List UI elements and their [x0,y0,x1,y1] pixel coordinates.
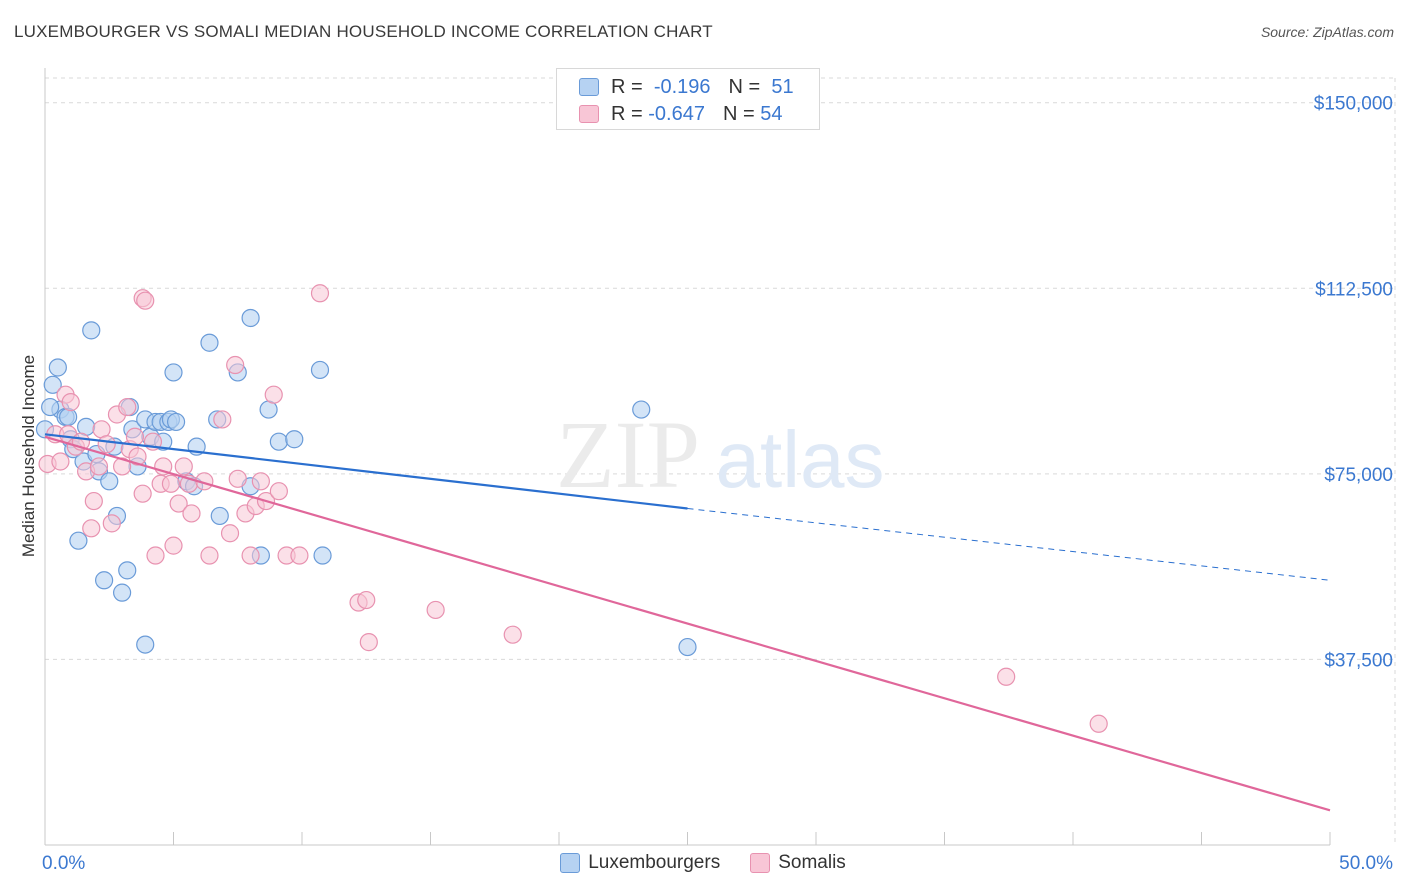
somali-point [359,633,378,652]
luxembourger-point [200,333,219,352]
somali-point [426,600,445,620]
luxembourger-point [269,432,288,451]
somali-point [290,546,309,565]
somali-point [146,546,165,565]
somali-point [182,504,201,523]
luxembourger-point [41,397,60,417]
somali-point [226,355,245,375]
somali-point [118,397,137,417]
pink-swatch [579,105,599,123]
luxembourger-point [48,358,67,377]
somali-point [1089,714,1108,733]
n-label: N = [728,75,761,98]
luxembourger-point [166,412,186,432]
somali-point [136,291,155,310]
y-tick-label: $150,000 [1314,94,1393,115]
somali-point [82,519,101,538]
luxembourgers-trend-line [44,433,688,510]
correlation-legend: R = -0.196 N = 51 R = -0.647 N = 54 [556,68,820,130]
n-label: N = [722,102,755,125]
somali-point [503,625,522,644]
somali-point [169,494,188,513]
somalis-trend-line [44,435,1331,812]
legend-label: Luxembourgers [588,852,721,873]
luxembourger-point [43,375,62,394]
somali-point [51,452,70,471]
r-value: -0.647 [648,102,705,125]
somali-point [133,484,152,503]
n-value: 51 [771,75,794,98]
luxembourger-point [118,561,137,580]
luxembourger-point [69,531,88,550]
series-legend: Luxembourgers Somalis [0,852,1406,874]
blue-swatch [579,78,599,96]
r-label: R = [611,75,643,98]
y-tick-label: $37,500 [1324,650,1393,671]
somali-point [97,435,116,454]
somali-point [125,427,145,446]
somali-point [269,482,288,501]
luxembourger-point [164,363,183,382]
somali-point [128,447,147,466]
somali-point [997,667,1016,686]
legend-item-luxembourgers: Luxembourgers [560,852,720,874]
y-axis-label: Median Household Income [19,355,38,557]
luxembourger-point [100,472,119,491]
luxembourger-point [632,400,651,419]
watermark: ZIP atlas [556,401,884,508]
somali-point [89,457,109,476]
luxembourger-point [310,360,330,380]
watermark-zip: ZIP [556,401,700,508]
x-tick-label: 50.0% [1339,853,1393,874]
somali-point [220,524,240,543]
legend-item-somalis: Somalis [750,852,846,874]
somali-point [310,284,330,303]
somali-point [241,546,260,565]
somali-point [251,472,270,491]
trend-lines [44,433,1331,812]
somali-point [200,546,219,565]
somali-point [164,536,183,555]
somalis-points [38,284,1108,733]
blue-swatch [560,853,581,873]
chart-title: LUXEMBOURGER VS SOMALI MEDIAN HOUSEHOLD … [14,22,713,41]
luxembourger-point [241,308,260,328]
somali-point [161,474,181,493]
x-tick-label: 0.0% [42,853,85,874]
pink-swatch [750,853,771,873]
somali-point [112,457,132,476]
y-tick-label: $112,500 [1315,279,1393,300]
somali-point [213,410,232,429]
somali-point [102,514,121,533]
legend-label: Somalis [778,852,846,873]
luxembourger-point [678,637,697,657]
legend-row-somalis: R = -0.647 N = 54 [579,102,782,126]
somali-point [357,590,376,610]
luxembourger-point [210,506,229,526]
n-value: 54 [760,102,783,125]
r-value: -0.196 [653,75,711,98]
tick-labels: $37,500 $75,000 $112,500 $150,000 0.0% 50.0% [42,94,1393,874]
luxembourger-point [82,321,101,340]
luxembourgers-trend-extension [687,508,1331,581]
watermark-atlas: atlas [716,415,885,504]
luxembourger-point [136,635,155,654]
luxembourger-point [313,546,332,565]
y-tick-label: $75,000 [1324,465,1393,486]
somali-point [84,491,103,511]
somali-point [264,385,283,404]
source-label: Source: ZipAtlas.com [1260,24,1394,40]
somali-point [174,457,193,476]
r-label: R = [611,102,643,125]
luxembourger-point [59,407,78,427]
luxembourger-point [285,430,304,449]
luxembourger-point [95,571,114,590]
somali-point [228,469,247,488]
somali-point [61,393,80,412]
luxembourger-point [112,583,132,602]
legend-row-luxembourgers: R = -0.196 N = 51 [579,75,794,99]
